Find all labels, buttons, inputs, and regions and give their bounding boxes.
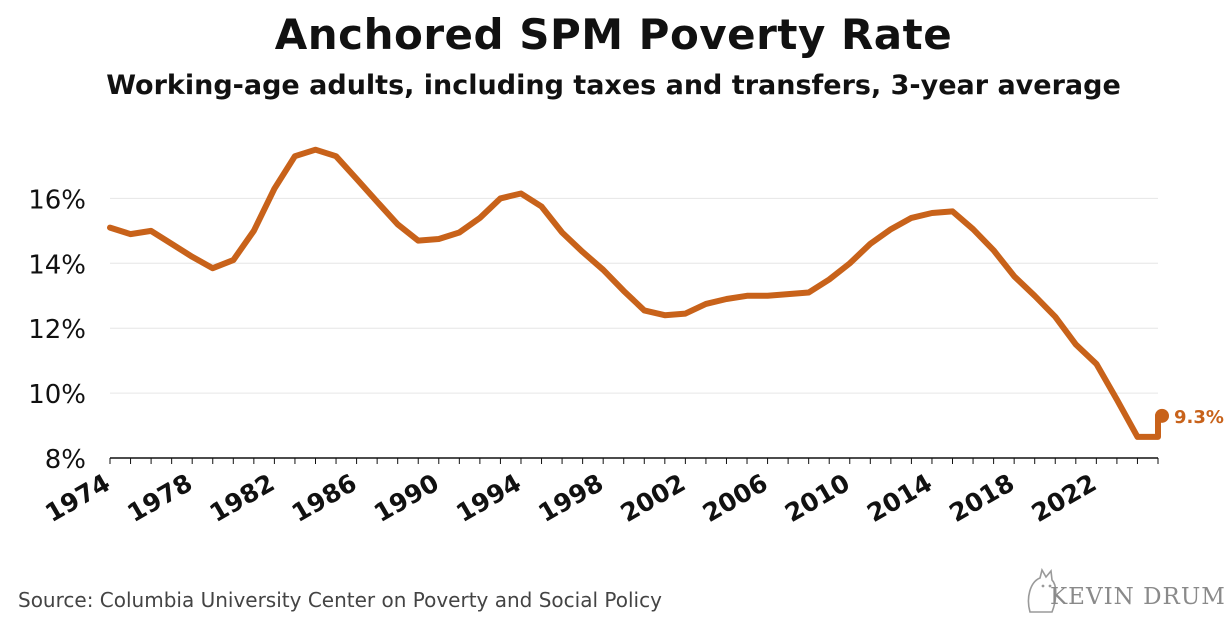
source-note: Source: Columbia University Center on Po…	[18, 588, 662, 612]
chart-subtitle: Working-age adults, including taxes and …	[106, 70, 1121, 101]
y-tick-label: 8%	[45, 445, 86, 475]
y-tick-label: 14%	[28, 250, 86, 280]
x-tick-label: 1994	[451, 468, 526, 528]
x-tick-label: 2002	[616, 468, 691, 528]
brand-logo: KEVIN DRUM	[1022, 568, 1225, 616]
end-value-label: 9.3%	[1174, 407, 1224, 428]
cat-logo-icon	[1027, 568, 1057, 613]
y-tick-label: 10%	[28, 380, 86, 410]
x-tick-label: 2022	[1027, 468, 1102, 528]
x-tick-label: 2018	[944, 468, 1019, 528]
brand-name: KEVIN DRUM	[1050, 584, 1226, 610]
x-tick-label: 1978	[122, 468, 197, 528]
series-line	[107, 146, 1161, 440]
x-tick-label: 2014	[862, 468, 937, 528]
x-tick-label: 2010	[780, 468, 855, 528]
x-tick-label: 1990	[369, 468, 444, 528]
x-tick-label: 1998	[533, 468, 608, 528]
x-tick-label: 1986	[287, 468, 362, 528]
end-point-marker	[1155, 408, 1169, 423]
y-tick-label: 16%	[28, 185, 86, 215]
chart-title: Anchored SPM Poverty Rate	[274, 10, 953, 59]
line-chart: 8% 10% 12% 14% 16% 1974 1978 1982 1986 1990 1994 19…	[28, 146, 1224, 528]
x-tick-label: 1974	[40, 468, 115, 528]
x-tick-label: 2006	[698, 468, 773, 528]
y-tick-label: 12%	[28, 315, 86, 345]
x-tick-label: 1982	[205, 468, 280, 528]
